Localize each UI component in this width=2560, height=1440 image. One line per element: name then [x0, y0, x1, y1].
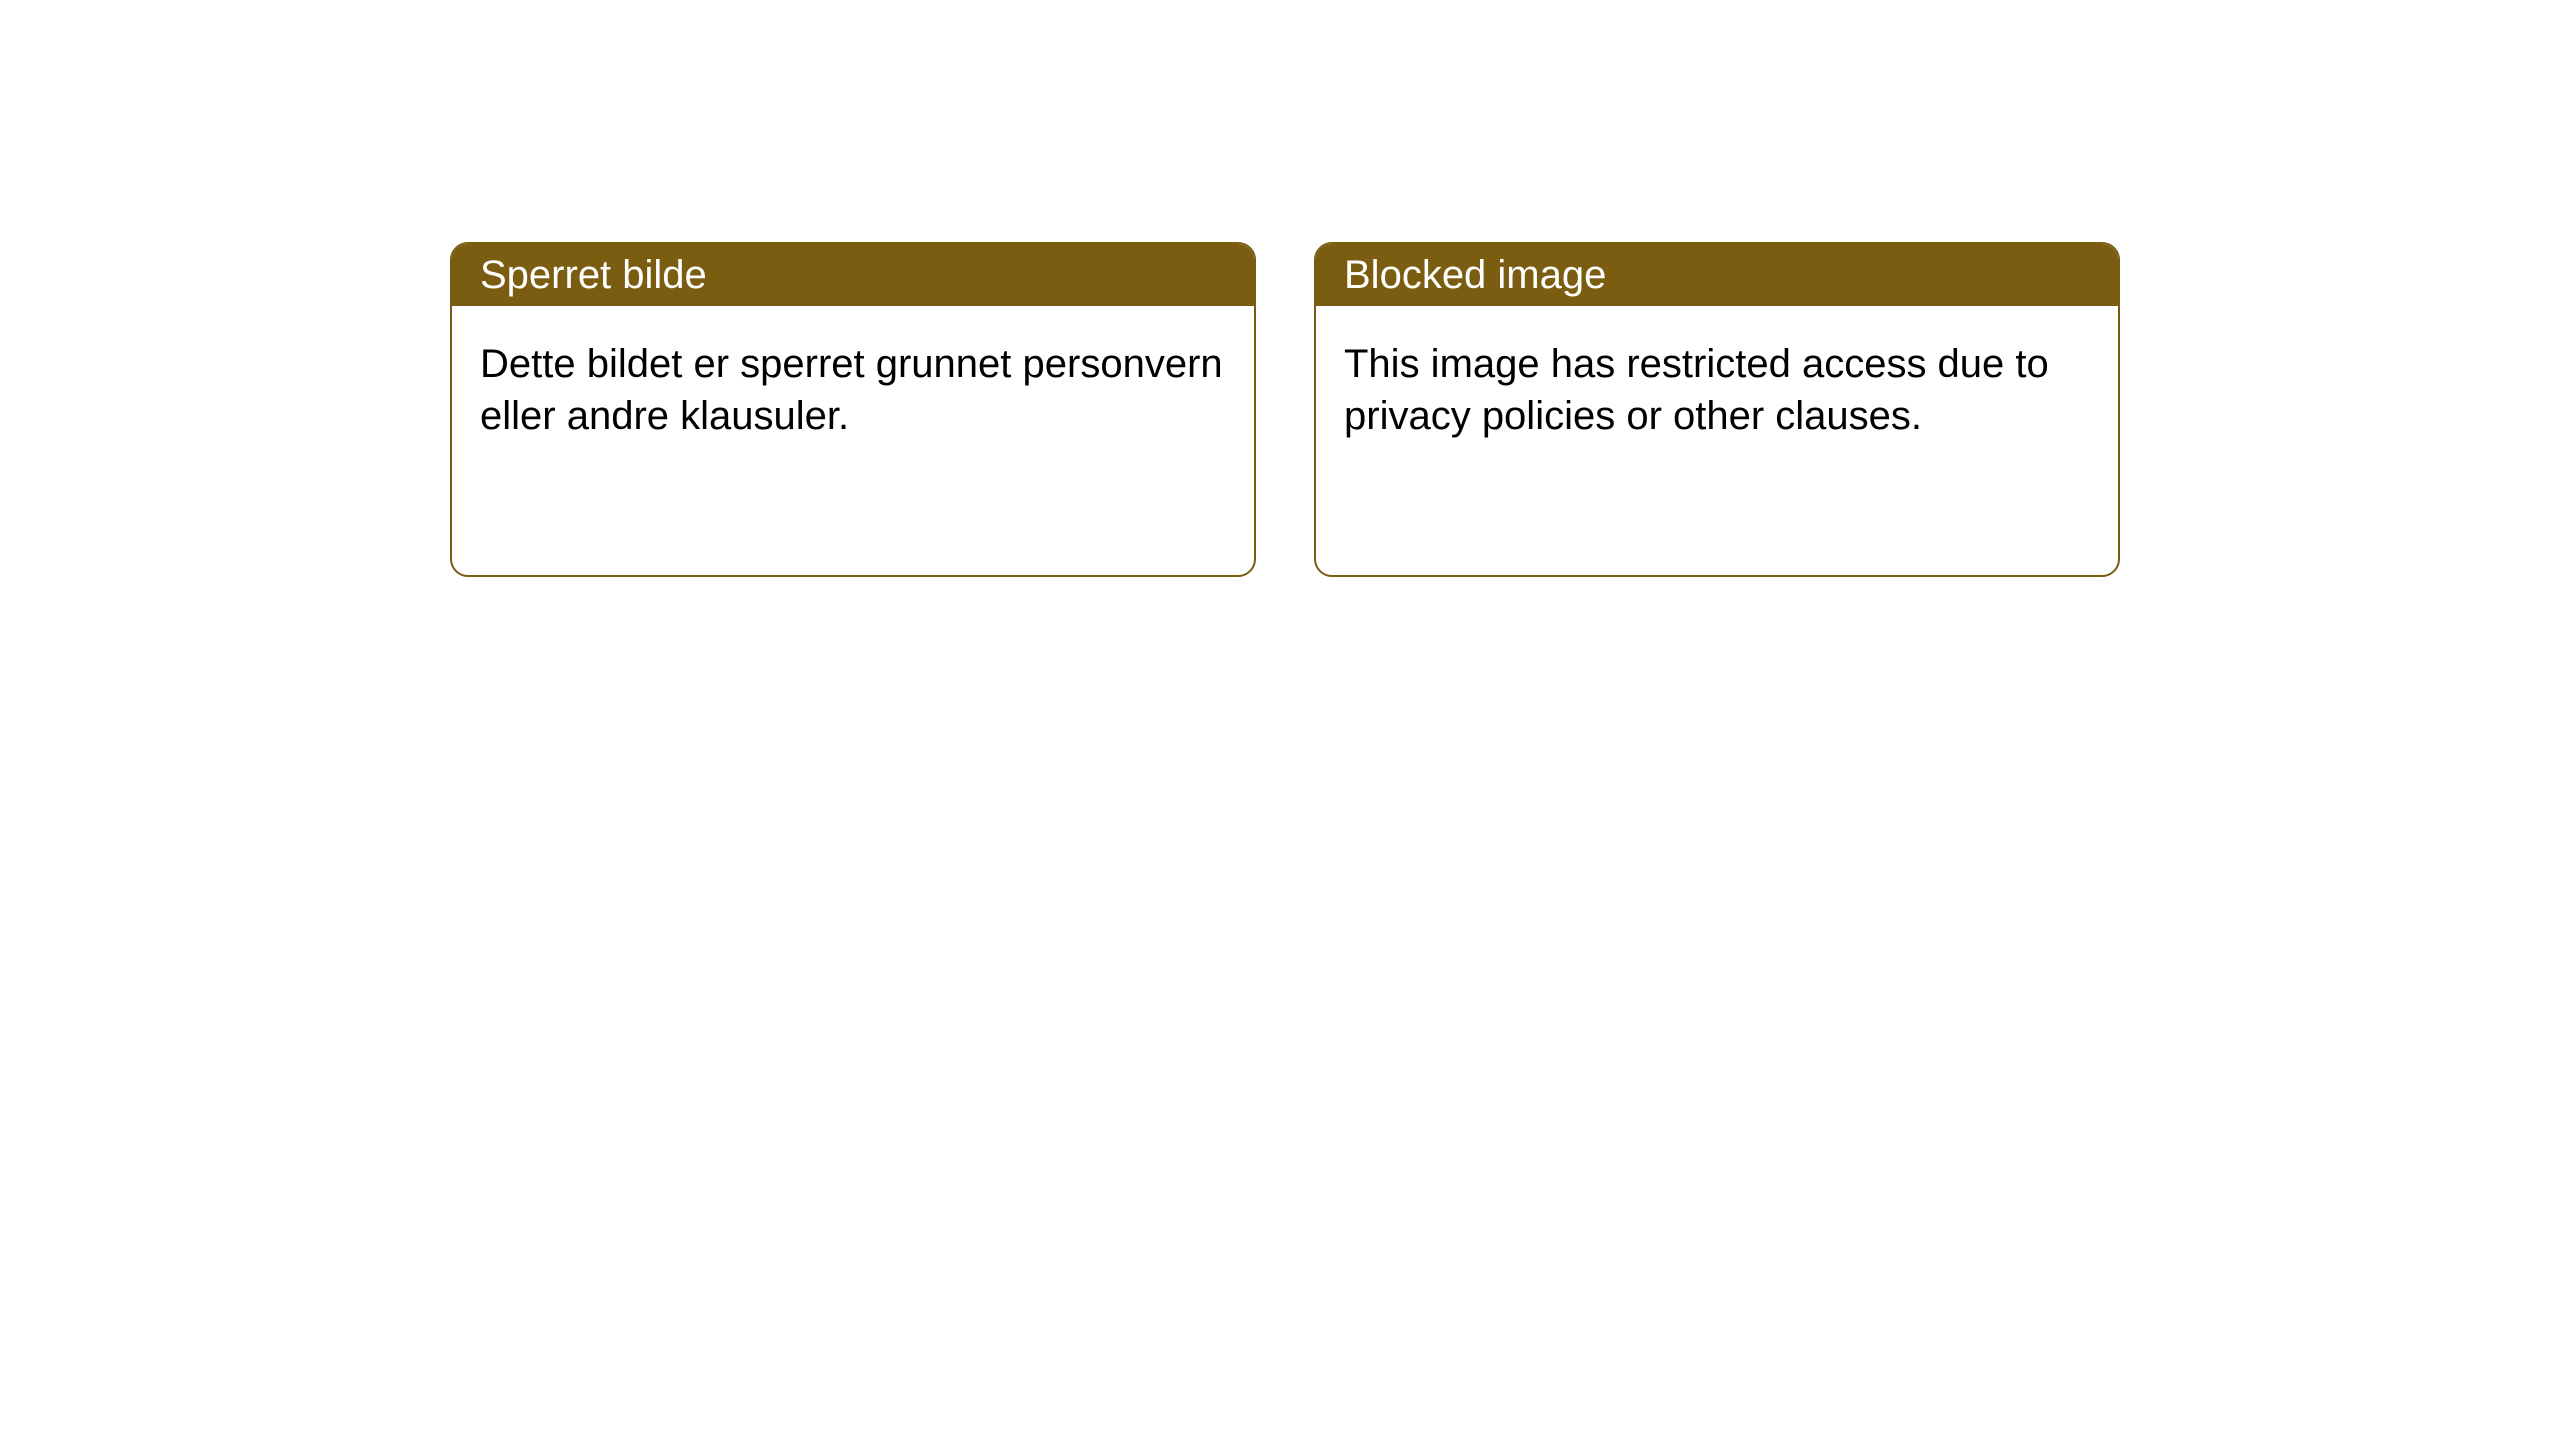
notice-card-text: This image has restricted access due to …: [1344, 338, 2090, 442]
notice-card-body: This image has restricted access due to …: [1316, 306, 2118, 575]
notice-card-title: Sperret bilde: [480, 253, 707, 298]
notice-card-norwegian: Sperret bilde Dette bildet er sperret gr…: [450, 242, 1256, 577]
notice-card-header: Blocked image: [1316, 244, 2118, 306]
notice-cards-container: Sperret bilde Dette bildet er sperret gr…: [450, 242, 2120, 577]
notice-card-body: Dette bildet er sperret grunnet personve…: [452, 306, 1254, 575]
notice-card-header: Sperret bilde: [452, 244, 1254, 306]
notice-card-title: Blocked image: [1344, 253, 1606, 298]
notice-card-text: Dette bildet er sperret grunnet personve…: [480, 338, 1226, 442]
notice-card-english: Blocked image This image has restricted …: [1314, 242, 2120, 577]
